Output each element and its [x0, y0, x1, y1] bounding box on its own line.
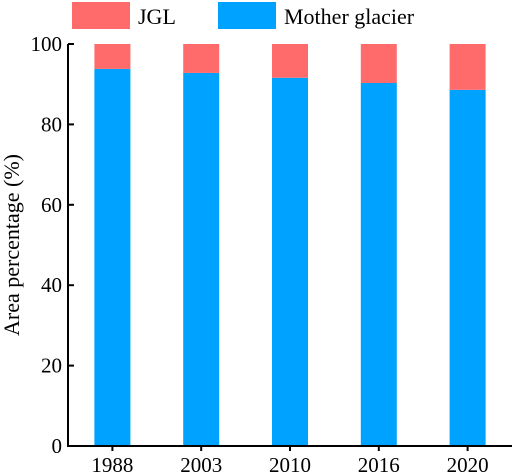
- bar-mother-glacier-2020: [449, 89, 486, 446]
- y-axis-title: Area percentage (%): [0, 154, 24, 336]
- bar-mother-glacier-1988: [94, 68, 131, 446]
- bar-jgl-2010: [272, 44, 308, 78]
- x-tick-label-2003: 2003: [180, 453, 222, 476]
- y-tick-label-80: 80: [41, 112, 62, 136]
- bar-jgl-2003: [183, 44, 220, 73]
- axes: 0 20 40 60 80 100 1988 2003 2010 2016 2020: [31, 32, 512, 476]
- y-tick-label-100: 100: [31, 32, 63, 56]
- legend-swatch-jgl: [72, 2, 130, 29]
- y-tick-label-40: 40: [41, 273, 62, 297]
- x-tick-label-2010: 2010: [269, 453, 311, 476]
- x-tick-label-1988: 1988: [91, 453, 133, 476]
- bar-mother-glacier-2003: [183, 72, 220, 446]
- bar-jgl-1988: [94, 44, 131, 69]
- x-tick-label-2016: 2016: [358, 453, 400, 476]
- legend-swatch-mother-glacier: [218, 2, 276, 29]
- y-tick-label-60: 60: [41, 193, 62, 217]
- legend-label-mother-glacier: Mother glacier: [284, 4, 415, 29]
- legend-label-jgl: JGL: [138, 4, 176, 29]
- bars: [94, 44, 486, 446]
- legend: JGL Mother glacier: [72, 2, 415, 29]
- bar-jgl-2016: [360, 44, 397, 83]
- bar-mother-glacier-2016: [360, 82, 397, 446]
- x-tick-label-2020: 2020: [447, 453, 489, 476]
- y-tick-label-20: 20: [41, 354, 62, 378]
- bar-jgl-2020: [449, 44, 486, 90]
- y-axis-title-group: Area percentage (%): [0, 154, 24, 336]
- y-tick-label-0: 0: [52, 434, 63, 458]
- bar-mother-glacier-2010: [272, 77, 308, 446]
